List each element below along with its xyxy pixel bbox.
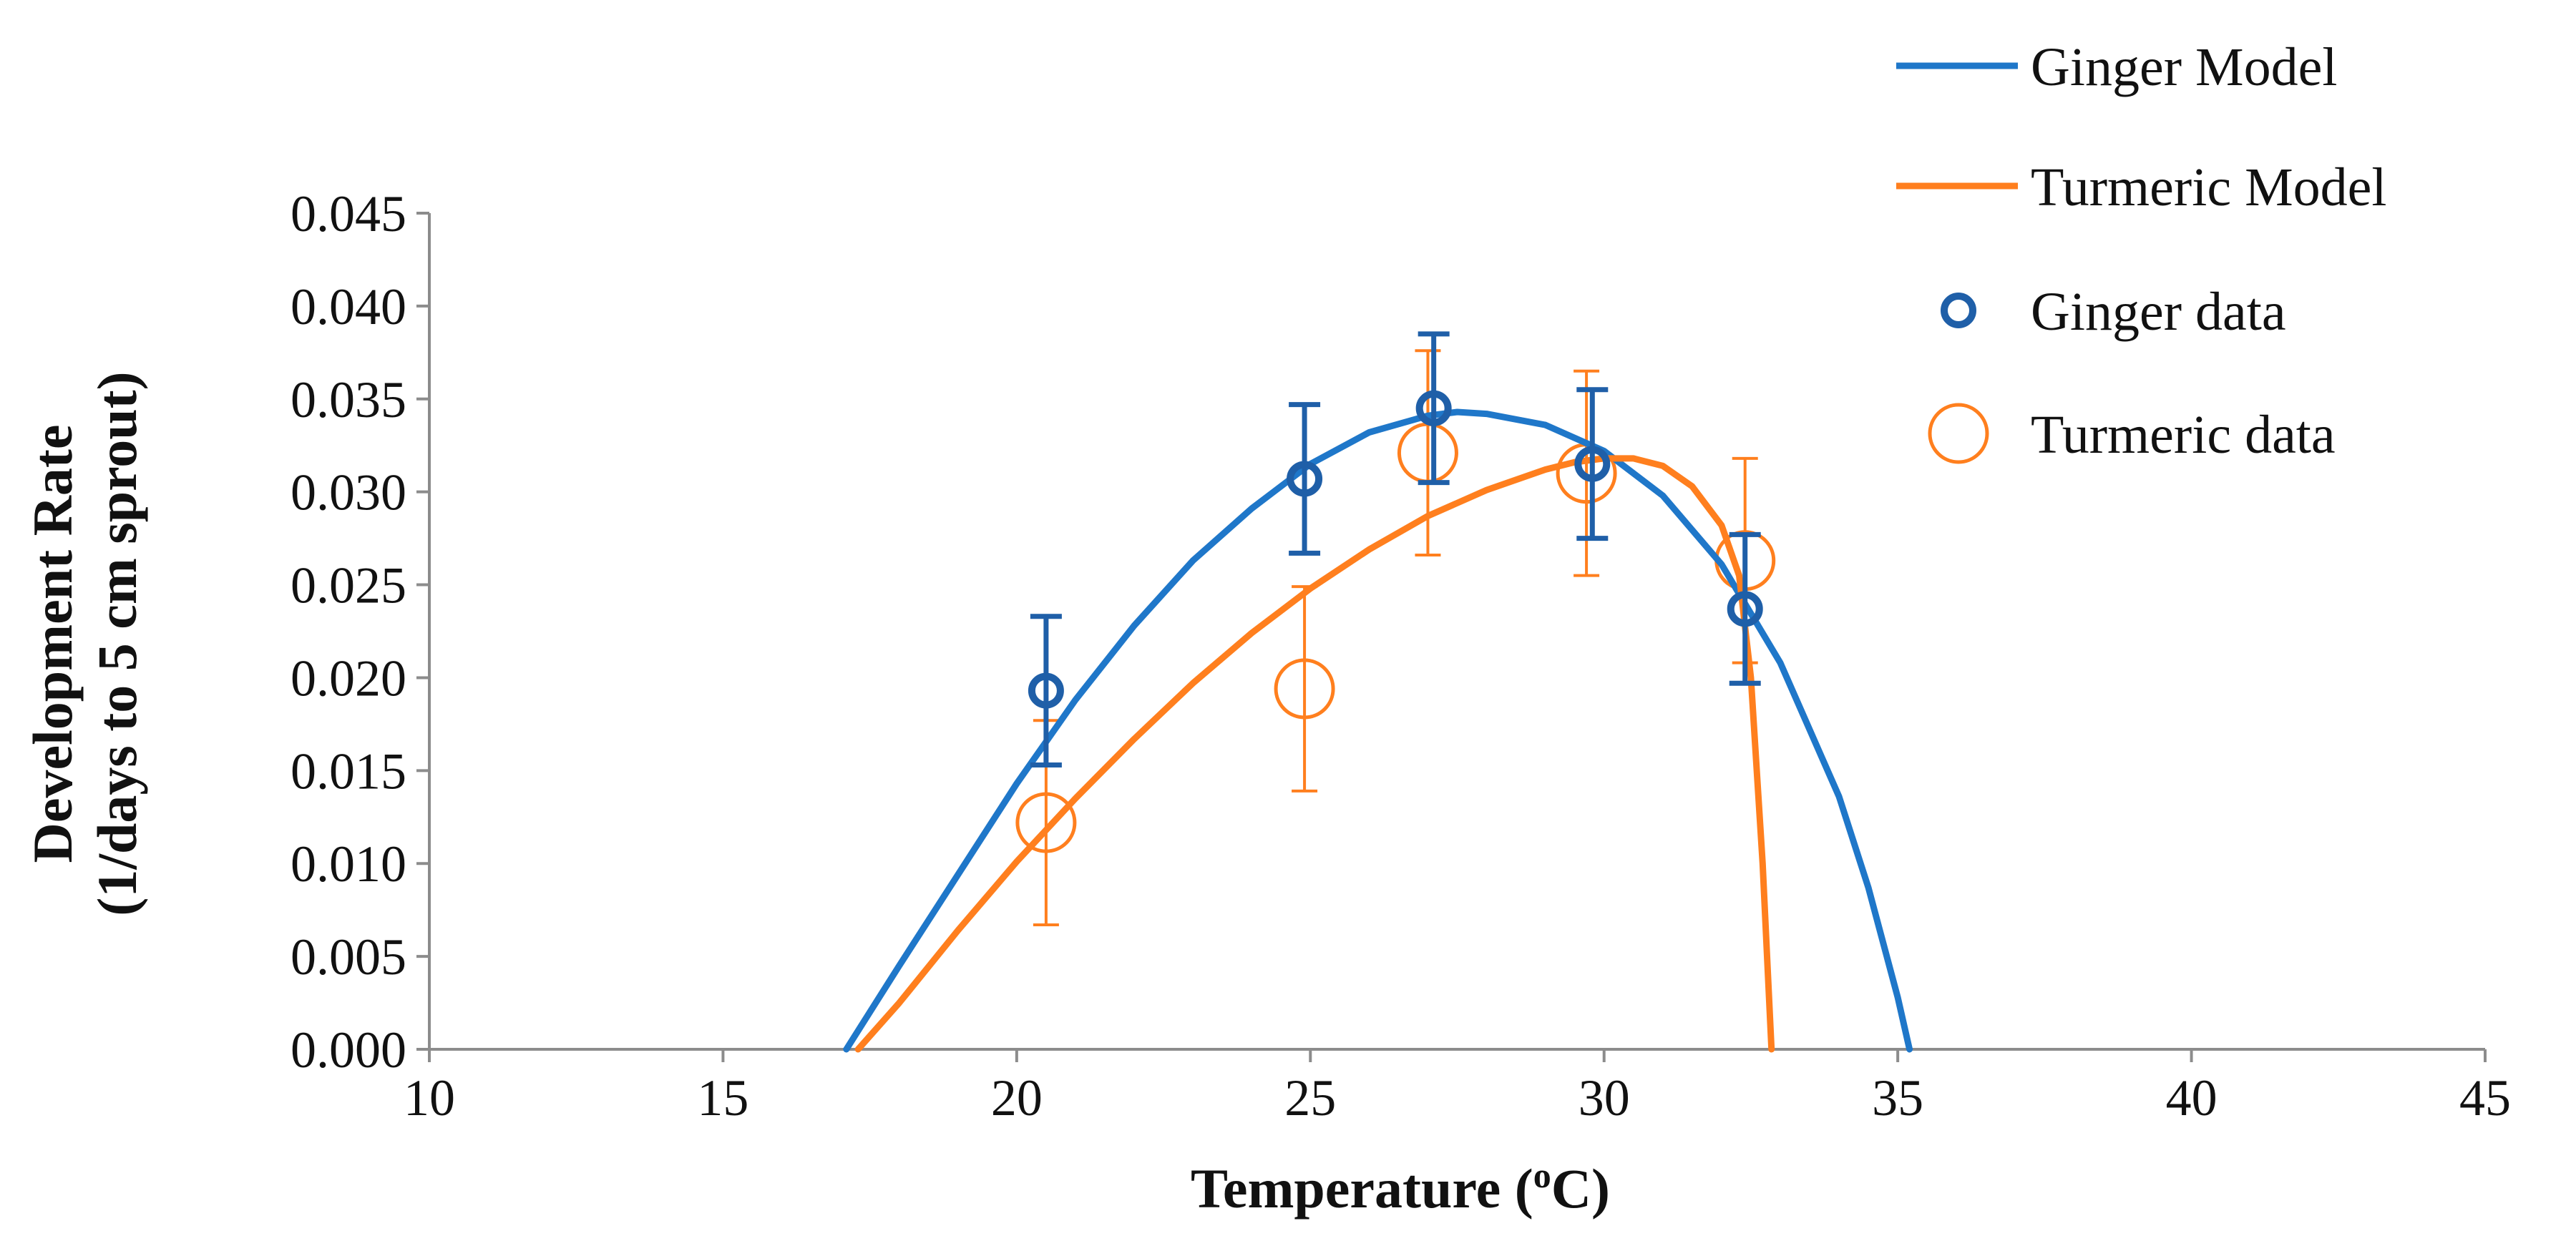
- y-tick-label: 0.015: [291, 742, 406, 800]
- legend-item-ginger-model: Ginger Model: [1896, 37, 2337, 97]
- x-tick-label: 25: [1284, 1069, 1336, 1127]
- legend-label: Ginger Model: [2031, 37, 2337, 97]
- y-tick-label: 0.040: [291, 278, 406, 335]
- legend-marker-swatch: [1941, 293, 1976, 328]
- y-tick-label: 0.045: [291, 185, 406, 242]
- x-tick-label: 15: [697, 1069, 748, 1127]
- x-axis-title: Temperature (oC): [1191, 1155, 1610, 1220]
- x-tick-label: 45: [2459, 1069, 2511, 1127]
- data-point: [1415, 390, 1452, 426]
- data-point: [1015, 792, 1077, 853]
- turmeric-model-line: [854, 455, 1775, 1053]
- x-tick-label: 40: [2166, 1069, 2218, 1127]
- legend-item-turmeric-model: Turmeric Model: [1896, 157, 2387, 217]
- axes: 0.000 0.005 0.010 0.015 0.020 0.025 0.030 0.035…: [291, 185, 2511, 1127]
- y-tick-label: 0.030: [291, 464, 406, 521]
- legend-label: Turmeric Model: [2031, 157, 2387, 217]
- y-axis-title: Development Rate (1/days to 5 cm sprout): [21, 371, 148, 916]
- data-point: [1274, 658, 1335, 720]
- x-tick-label: 35: [1872, 1069, 1923, 1127]
- labels-layer: Temperature (oC) Development Rate (1/day…: [21, 371, 1610, 1220]
- x-tick-label: 30: [1579, 1069, 1630, 1127]
- y-tick-label: 0.010: [291, 835, 406, 893]
- turmeric-data-series: [1015, 349, 1776, 926]
- data-point: [1028, 672, 1064, 709]
- legend-marker-swatch: [1928, 403, 1989, 464]
- x-tick-label: 10: [404, 1069, 455, 1127]
- legend-item-turmeric-data: Turmeric data: [1928, 403, 2336, 465]
- legend-label: Turmeric data: [2031, 405, 2336, 465]
- y-tick-label: 0.025: [291, 557, 406, 614]
- x-axis-title-superscript: o: [1533, 1155, 1551, 1195]
- legend: Ginger Model Turmeric Model Ginger data Tur…: [1896, 37, 2387, 465]
- y-axis-title-line2: (1/days to 5 cm sprout): [86, 371, 148, 916]
- x-tick-label: 20: [991, 1069, 1043, 1127]
- y-tick-label: 0.000: [291, 1021, 406, 1079]
- data-point: [1727, 591, 1763, 627]
- legend-label: Ginger data: [2031, 282, 2286, 342]
- data-point: [1574, 446, 1611, 482]
- ginger-model-line: [843, 408, 1913, 1053]
- series-layer: [843, 331, 1913, 1053]
- ginger-data-series: [1028, 331, 1763, 768]
- y-tick-label: 0.020: [291, 649, 406, 707]
- data-point: [1287, 461, 1323, 497]
- y-tick-label: 0.035: [291, 371, 406, 428]
- y-tick-label: 0.005: [291, 928, 406, 986]
- y-axis-title-line1: Development Rate: [21, 425, 84, 863]
- legend-item-ginger-data: Ginger data: [1941, 282, 2286, 342]
